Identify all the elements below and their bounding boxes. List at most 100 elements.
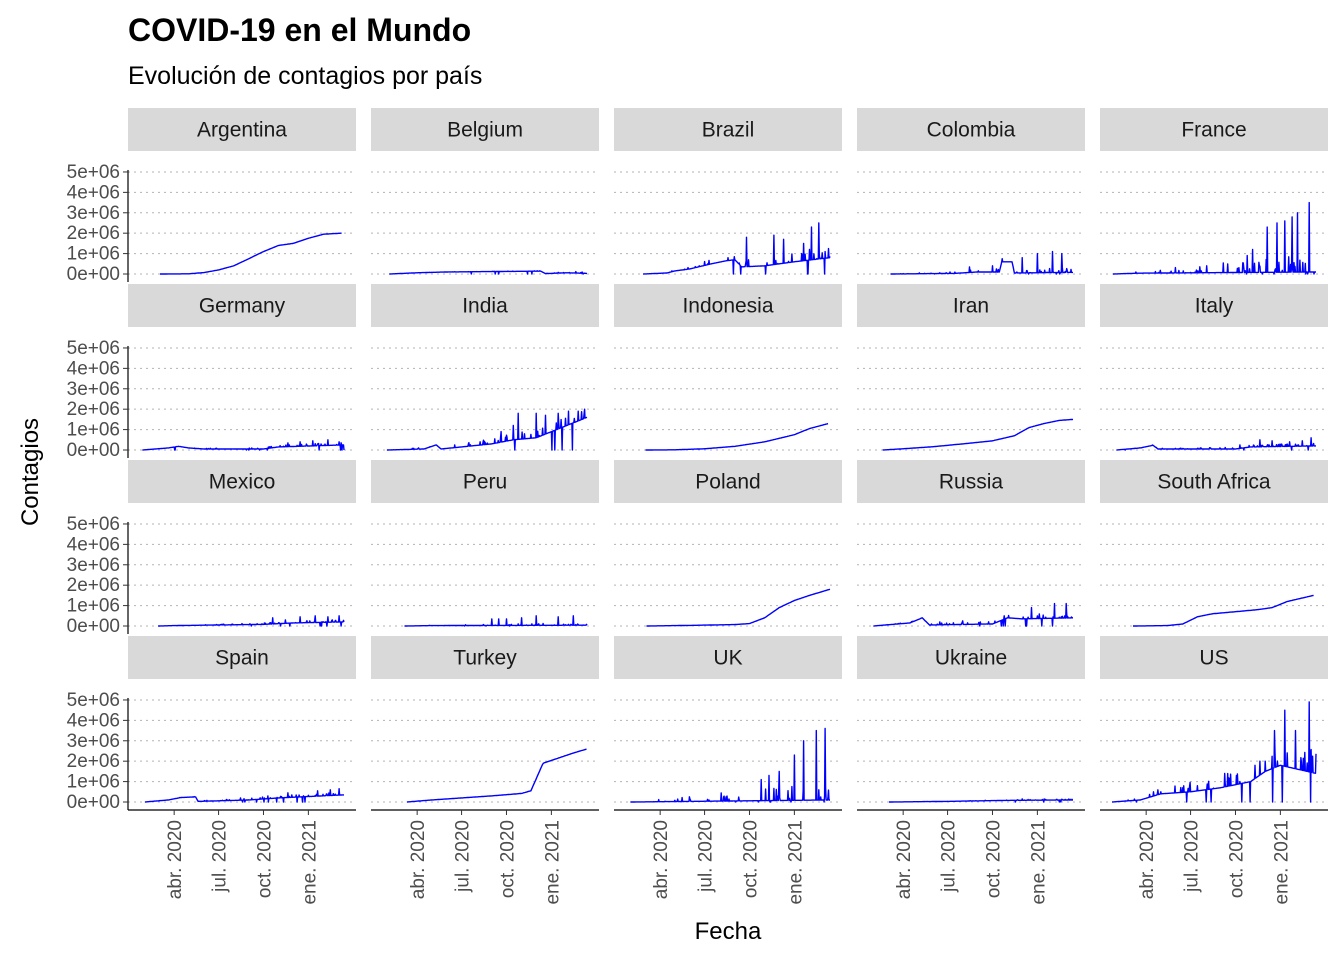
facet-strip-label: Mexico [209,471,276,494]
series-line [888,798,1074,803]
y-tick-label: 1e+06 [67,596,120,617]
facet-strip-label: Argentina [197,119,287,142]
facet-strip [1100,284,1328,327]
y-tick-label: 5e+06 [67,514,120,535]
facet-strip-label: Ukraine [935,647,1007,670]
chart-title: COVID-19 en el Mundo [128,12,471,48]
x-tick-label: oct. 2020 [1226,820,1247,898]
facet-strip [614,284,842,327]
facet-russia: Russia [857,460,1085,627]
y-tick-label: 0e+00 [67,264,120,285]
facet-brazil: Brazil [614,108,842,275]
x-tick-label: oct. 2020 [497,820,518,898]
y-tick-label: 4e+06 [67,358,120,379]
y-tick-label: 0e+00 [67,616,120,637]
x-tick-label: abr. 2020 [408,820,429,899]
facet-uk: UK abr. 2020 jul. 2020 oct. 2020 ene. 2021 [614,636,842,905]
series-line [645,422,829,451]
series-line [1112,201,1317,275]
series-line [890,250,1074,275]
series-line [882,418,1074,451]
facet-peru: Peru [371,460,599,627]
y-tick-label: 3e+06 [67,379,120,400]
facet-strip [1100,636,1328,679]
y-tick-label: 4e+06 [67,182,120,203]
facet-strip-label: Belgium [447,119,523,142]
y-tick-label: 2e+06 [67,575,120,596]
facet-poland: Poland [614,460,842,627]
facet-strip-label: India [462,295,508,318]
facet-italy: Italy [1100,284,1328,451]
facet-strip-label: Poland [695,471,760,494]
facet-strip-label: Turkey [453,647,517,670]
series-line [142,439,345,451]
facet-strip-label: Spain [215,647,269,670]
facet-indonesia: Indonesia [614,284,842,451]
y-tick-label: 5e+06 [67,162,120,183]
facet-strip-label: Colombia [927,119,1016,142]
series-line [386,408,588,451]
x-tick-label: ene. 2021 [785,820,806,905]
x-tick-label: oct. 2020 [254,820,275,898]
series-line [144,788,345,803]
facet-strip [371,636,599,679]
x-tick-label: abr. 2020 [165,820,186,899]
series-line [160,232,342,275]
x-tick-label: jul. 2020 [696,820,717,893]
x-axis-title: Fecha [695,918,762,945]
y-tick-label: 3e+06 [67,731,120,752]
y-tick-label: 3e+06 [67,203,120,224]
facet-strip [857,108,1085,151]
facet-south-africa: South Africa [1100,460,1328,627]
x-tick-label: jul. 2020 [939,820,960,893]
y-tick-label: 2e+06 [67,751,120,772]
x-tick-label: abr. 2020 [894,820,915,899]
facet-france: France [1100,108,1328,275]
facet-strip [857,284,1085,327]
series-line [873,602,1074,627]
x-tick-label: abr. 2020 [1137,820,1158,899]
y-tick-label: 3e+06 [67,555,120,576]
y-tick-label: 4e+06 [67,534,120,555]
facet-strip [128,108,356,151]
facet-strip [614,460,842,503]
facet-strip-label: Italy [1195,295,1234,318]
y-tick-label: 1e+06 [67,244,120,265]
facet-strip [614,636,842,679]
facet-strip [128,284,356,327]
y-tick-label: 1e+06 [67,420,120,441]
facet-us: US abr. 2020 jul. 2020 oct. 2020 ene. 2021 [1100,636,1328,905]
x-tick-label: ene. 2021 [1028,820,1049,905]
y-axis-title: Contagios [17,418,44,526]
facet-strip [371,460,599,503]
x-tick-label: ene. 2021 [542,820,563,905]
facet-iran: Iran [857,284,1085,451]
facet-strip [614,108,842,151]
facet-strip [128,636,356,679]
facet-strip [371,284,599,327]
x-tick-label: jul. 2020 [1182,820,1203,893]
facet-strip-label: Peru [463,471,507,494]
y-tick-label: 2e+06 [67,223,120,244]
y-tick-label: 0e+00 [67,792,120,813]
facet-colombia: Colombia [857,108,1085,275]
facet-strip-label: Russia [939,471,1004,494]
facet-strip-label: US [1199,647,1228,670]
series-line [1133,594,1314,627]
y-tick-label: 0e+00 [67,440,120,461]
facet-ukraine: Ukraine abr. 2020 jul. 2020 oct. 2020 ene. 2… [857,636,1085,905]
series-line [404,615,588,627]
series-line [646,588,831,627]
y-tick-label: 5e+06 [67,338,120,359]
x-tick-label: ene. 2021 [1271,820,1292,905]
facet-strip [128,460,356,503]
y-tick-label: 1e+06 [67,772,120,793]
series-line [642,222,831,275]
facet-strip-label: UK [713,647,742,670]
series-line [406,748,587,803]
facet-strip [1100,460,1328,503]
x-tick-label: oct. 2020 [740,820,761,898]
